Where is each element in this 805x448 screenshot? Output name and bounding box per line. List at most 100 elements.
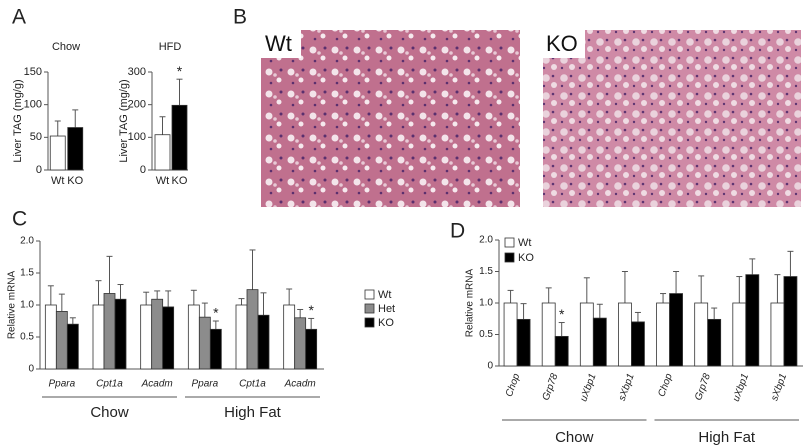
- y-tick-label: 2.0: [20, 236, 34, 247]
- x-tick-label: Cpt1a: [96, 379, 123, 390]
- bar: [67, 127, 84, 171]
- bar: [198, 316, 211, 370]
- chart-title: HFD: [159, 41, 182, 53]
- bar: [631, 321, 645, 367]
- bar: [656, 302, 670, 367]
- y-axis-label: Liver TAG (mg/g): [12, 79, 24, 162]
- x-tick-label: Acadm: [141, 379, 173, 390]
- legend-swatch: [504, 252, 515, 263]
- image-label-bg: [543, 30, 585, 58]
- y-tick-label: 150: [24, 66, 42, 78]
- x-tick-label: Ppara: [48, 379, 75, 390]
- y-tick-label: 300: [128, 66, 146, 78]
- x-tick-label: Cpt1a: [239, 379, 266, 390]
- legend-swatch: [364, 289, 375, 300]
- bar: [503, 302, 518, 367]
- histology-image: [261, 30, 520, 207]
- bar: [516, 318, 531, 367]
- bar: [669, 293, 683, 367]
- y-tick-label: 0.5: [20, 332, 34, 343]
- y-axis-label: Relative mRNA: [7, 271, 18, 340]
- panel-label: C: [12, 208, 27, 231]
- legend-label: KO: [518, 252, 534, 264]
- y-tick-label: 1.5: [20, 268, 34, 279]
- bar: [707, 318, 722, 367]
- y-axis-label: Liver TAG (mg/g): [118, 79, 130, 162]
- group-label: High Fat: [698, 429, 756, 446]
- y-tick-label: 1.5: [479, 266, 493, 277]
- y-tick-label: 0: [487, 361, 493, 372]
- bar: [151, 298, 164, 370]
- legend-label: Het: [378, 303, 395, 315]
- x-tick-label: KO: [67, 175, 83, 187]
- x-tick-label: Chop: [504, 372, 523, 399]
- x-tick-label: KO: [172, 175, 188, 187]
- bar: [114, 298, 127, 370]
- y-tick-label: 0.5: [479, 329, 493, 340]
- bar: [162, 306, 175, 370]
- group-label: Chow: [90, 404, 129, 421]
- bar: [579, 302, 594, 367]
- y-tick-label: 50: [30, 131, 42, 143]
- bar: [55, 310, 68, 370]
- x-tick-label: Wt: [156, 175, 169, 187]
- legend-label: Wt: [378, 289, 391, 301]
- y-tick-label: 0: [36, 164, 42, 176]
- bar: [694, 302, 709, 367]
- bar: [770, 302, 785, 367]
- bar: [294, 317, 307, 370]
- y-axis-label: Relative mRNA: [465, 269, 476, 338]
- bar: [171, 104, 188, 171]
- bar: [103, 293, 116, 370]
- x-tick-label: uXbp1: [731, 372, 751, 403]
- significance-marker: *: [177, 63, 183, 79]
- x-tick-label: Grp78: [693, 372, 713, 402]
- bar: [44, 304, 57, 370]
- x-tick-label: Wt: [51, 175, 64, 187]
- bar: [66, 323, 79, 370]
- image-label: Wt: [265, 31, 292, 56]
- legend-label: KO: [378, 317, 394, 329]
- y-tick-label: 2.0: [479, 235, 493, 246]
- bar: [246, 289, 259, 370]
- y-tick-label: 100: [128, 131, 146, 143]
- y-tick-label: 1.0: [20, 300, 34, 311]
- x-tick-label: Grp78: [541, 372, 561, 402]
- panel-label: B: [233, 6, 247, 29]
- bar: [745, 274, 760, 367]
- bar: [257, 314, 270, 370]
- panel-label: A: [12, 6, 26, 29]
- legend-swatch: [364, 317, 375, 328]
- bar: [783, 276, 798, 367]
- image-label-bg: [261, 30, 301, 58]
- legend-swatch: [364, 303, 375, 314]
- x-tick-label: sXbp1: [617, 372, 637, 402]
- x-tick-label: Ppara: [191, 379, 218, 390]
- y-tick-label: 0: [140, 164, 146, 176]
- x-tick-label: Chop: [656, 372, 675, 399]
- bar: [283, 304, 296, 370]
- y-tick-label: 200: [128, 99, 146, 111]
- bar: [154, 134, 171, 171]
- bar: [305, 328, 318, 370]
- bar: [554, 335, 569, 367]
- significance-marker: *: [308, 302, 314, 318]
- panel-label: D: [450, 220, 465, 243]
- group-label: Chow: [555, 429, 594, 446]
- bar: [235, 304, 248, 370]
- chart-title: Chow: [52, 41, 80, 53]
- bar: [187, 304, 200, 370]
- legend-label: Wt: [518, 237, 531, 249]
- bar: [732, 302, 747, 367]
- significance-marker: *: [213, 305, 219, 321]
- x-tick-label: uXbp1: [578, 372, 598, 403]
- bar: [618, 302, 632, 367]
- y-tick-label: 100: [24, 99, 42, 111]
- legend-swatch: [504, 237, 515, 248]
- group-label: High Fat: [224, 404, 282, 421]
- x-tick-label: Acadm: [284, 379, 316, 390]
- x-tick-label: sXbp1: [769, 372, 789, 402]
- bar: [92, 304, 105, 370]
- significance-marker: *: [559, 306, 565, 322]
